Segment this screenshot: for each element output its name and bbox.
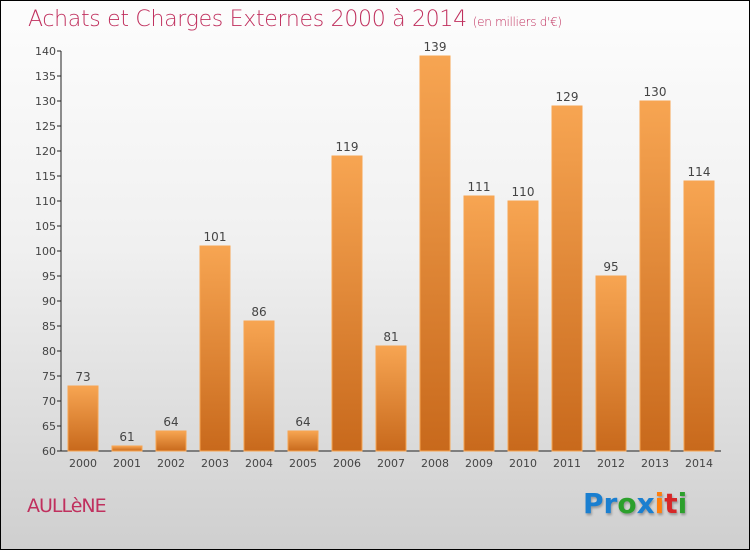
bar-2005 xyxy=(287,430,319,452)
bar-2008 xyxy=(419,55,451,452)
y-tick-label: 105 xyxy=(35,220,56,233)
x-tick-label: 2004 xyxy=(245,457,273,470)
x-tick-label: 2005 xyxy=(289,457,317,470)
x-tick-label: 2012 xyxy=(597,457,625,470)
x-tick-label: 2013 xyxy=(641,457,669,470)
chart-title: Achats et Charges Externes 2000 à 2014 (e… xyxy=(28,7,562,32)
data-label: 61 xyxy=(119,430,134,444)
x-tick-label: 2010 xyxy=(509,457,537,470)
x-tick-label: 2014 xyxy=(685,457,713,470)
data-label: 86 xyxy=(251,305,266,319)
y-tick-label: 130 xyxy=(35,95,56,108)
data-label: 95 xyxy=(603,260,618,274)
bar-2011 xyxy=(551,105,583,452)
y-tick-label: 135 xyxy=(35,70,56,83)
bar-2012 xyxy=(595,275,627,452)
proxiti-logo[interactable]: Proxiti xyxy=(583,487,687,520)
x-tick-label: 2002 xyxy=(157,457,185,470)
bar-2000 xyxy=(67,385,99,452)
y-tick-label: 100 xyxy=(35,245,56,258)
commune-name: AULLèNE xyxy=(27,495,107,517)
y-tick-label: 90 xyxy=(42,295,56,308)
data-label: 81 xyxy=(383,330,398,344)
bar-2014 xyxy=(683,180,715,452)
data-label: 130 xyxy=(644,85,667,99)
x-tick-label: 2000 xyxy=(69,457,97,470)
data-label: 101 xyxy=(204,230,227,244)
x-tick-label: 2011 xyxy=(553,457,581,470)
data-label: 114 xyxy=(688,165,711,179)
x-tick-label: 2007 xyxy=(377,457,405,470)
logo-letter: o xyxy=(617,487,637,520)
bar-2009 xyxy=(463,195,495,452)
data-label: 64 xyxy=(163,415,178,429)
y-tick-label: 70 xyxy=(42,395,56,408)
logo-letter: t xyxy=(664,487,678,520)
y-tick-label: 60 xyxy=(42,445,56,458)
y-tick-label: 115 xyxy=(35,170,56,183)
x-tick-label: 2006 xyxy=(333,457,361,470)
logo-letter: i xyxy=(654,487,665,520)
logo-letter: P xyxy=(583,487,604,520)
y-tick-label: 75 xyxy=(42,370,56,383)
data-label: 111 xyxy=(468,180,491,194)
x-tick-label: 2003 xyxy=(201,457,229,470)
y-tick-label: 120 xyxy=(35,145,56,158)
chart-subtitle: (en milliers d'€) xyxy=(472,15,562,29)
bar-2006 xyxy=(331,155,363,452)
y-tick-label: 125 xyxy=(35,120,56,133)
y-tick-label: 95 xyxy=(42,270,56,283)
bar-2003 xyxy=(199,245,231,452)
y-tick-label: 65 xyxy=(42,420,56,433)
logo-letter: i xyxy=(677,487,688,520)
data-label: 64 xyxy=(295,415,310,429)
x-tick-label: 2008 xyxy=(421,457,449,470)
title-text: Achats et Charges Externes 2000 à 2014 xyxy=(28,7,467,32)
data-label: 129 xyxy=(556,90,579,104)
data-label: 110 xyxy=(512,185,535,199)
y-tick-label: 80 xyxy=(42,345,56,358)
data-label: 119 xyxy=(336,140,359,154)
bar-2002 xyxy=(155,430,187,452)
x-tick-label: 2001 xyxy=(113,457,141,470)
x-tick-label: 2009 xyxy=(465,457,493,470)
bar-2007 xyxy=(375,345,407,452)
y-tick-label: 110 xyxy=(35,195,56,208)
bar-2004 xyxy=(243,320,275,452)
bar-2010 xyxy=(507,200,539,452)
y-tick-label: 140 xyxy=(35,45,56,58)
data-label: 139 xyxy=(424,40,447,54)
bar-2001 xyxy=(111,445,143,452)
y-tick-label: 85 xyxy=(42,320,56,333)
bar-2013 xyxy=(639,100,671,452)
logo-letter: x xyxy=(636,487,655,520)
data-label: 73 xyxy=(75,370,90,384)
logo-letter: r xyxy=(603,487,618,520)
